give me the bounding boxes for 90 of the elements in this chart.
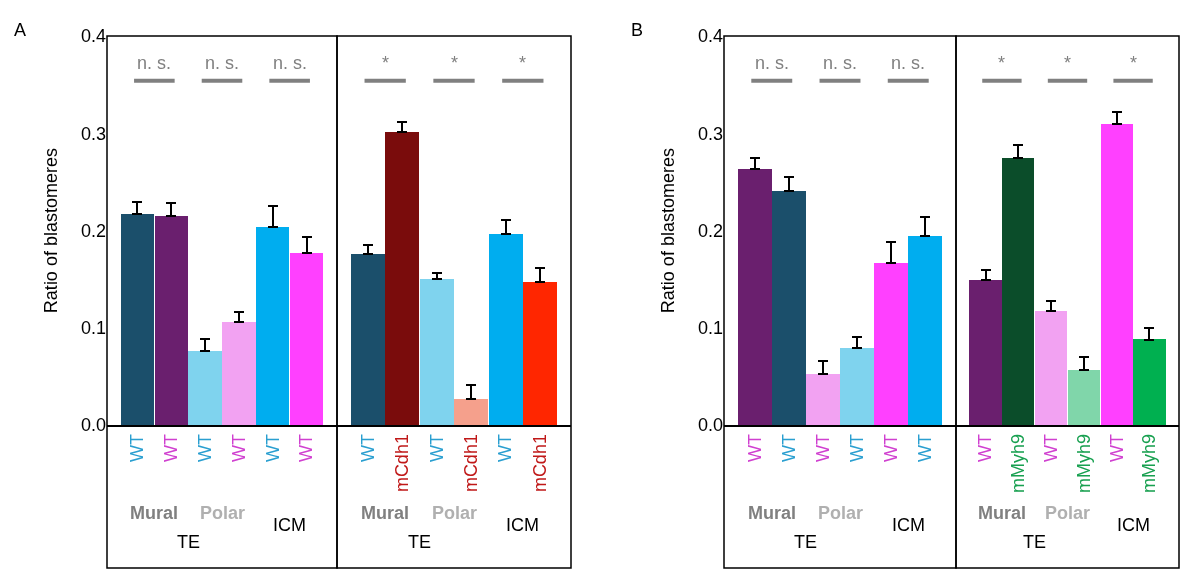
- bar: [121, 214, 154, 426]
- x-tick-label: mMyh9: [1073, 434, 1094, 494]
- annotation: n. s.: [273, 53, 308, 73]
- bar: [454, 399, 488, 426]
- x-tick-label: WT: [127, 434, 148, 463]
- y-tick-label: 0.4: [697, 26, 723, 47]
- text: ICM: [273, 515, 306, 535]
- annotation: *: [998, 53, 1006, 73]
- x-tick-label: WT: [426, 434, 447, 463]
- annotation: *: [1064, 53, 1072, 73]
- annotation: n. s.: [205, 53, 240, 73]
- x-tick-label: WT: [1040, 434, 1061, 463]
- x-tick-label: WT: [881, 434, 902, 463]
- y-tick-label: 0.0: [697, 415, 723, 436]
- annotation: n. s.: [891, 53, 926, 73]
- y-tick-label: 0.1: [697, 318, 723, 339]
- y-axis-title: Ratio of blastomeres: [658, 148, 679, 314]
- text: Mural: [361, 503, 410, 523]
- bar: [523, 282, 557, 426]
- y-tick-label: 0.3: [697, 123, 723, 144]
- y-tick-label: 0.2: [697, 220, 723, 241]
- x-tick-label: mCdh1: [392, 434, 413, 493]
- bar: [738, 169, 772, 426]
- annotation: n. s.: [137, 53, 172, 73]
- bar: [489, 234, 523, 426]
- bar: [385, 132, 419, 426]
- y-axis-title: Ratio of blastomeres: [41, 148, 62, 314]
- text: Mural: [748, 503, 797, 523]
- bar: [908, 236, 942, 426]
- text: Polar: [818, 503, 864, 523]
- annotation: *: [451, 53, 459, 73]
- bar: [840, 348, 874, 426]
- bar: [874, 263, 908, 426]
- x-tick-label: WT: [1106, 434, 1127, 463]
- bar: [155, 216, 188, 426]
- text: Mural: [130, 503, 179, 523]
- text: Polar: [200, 503, 246, 523]
- bar: [1002, 158, 1034, 426]
- x-tick-label: WT: [495, 434, 516, 463]
- text: TE: [177, 532, 201, 552]
- x-tick-label: WT: [778, 434, 799, 463]
- x-tick-label: WT: [228, 434, 249, 463]
- text: TE: [794, 532, 818, 552]
- y-tick-label: 0.0: [80, 415, 106, 436]
- bar: [969, 280, 1002, 426]
- x-tick-label: WT: [296, 434, 317, 463]
- annotation: *: [1130, 53, 1138, 73]
- annotation: n. s.: [823, 53, 858, 73]
- text: ICM: [1117, 515, 1150, 535]
- bar: [1035, 311, 1067, 426]
- x-tick-label: mMyh9: [1008, 434, 1029, 494]
- bar: [806, 374, 840, 426]
- x-tick-label: WT: [262, 434, 283, 463]
- x-tick-label: WT: [812, 434, 833, 463]
- y-tick-label: 0.1: [80, 318, 106, 339]
- text: ICM: [506, 515, 539, 535]
- text: ICM: [892, 515, 925, 535]
- annotation: *: [519, 53, 527, 73]
- x-tick-label: WT: [846, 434, 867, 463]
- chart-title: B: [631, 20, 644, 40]
- bar: [290, 253, 323, 426]
- annotation: *: [382, 53, 390, 73]
- chart-title: A: [14, 20, 27, 40]
- x-tick-label: WT: [357, 434, 378, 463]
- text: Polar: [432, 503, 478, 523]
- bar: [1101, 124, 1133, 426]
- text: TE: [408, 532, 432, 552]
- x-tick-label: mCdh1: [461, 434, 482, 493]
- bar: [420, 279, 454, 426]
- bar: [351, 254, 385, 426]
- bar: [1133, 339, 1166, 426]
- text: TE: [1023, 532, 1047, 552]
- x-tick-label: mMyh9: [1139, 434, 1160, 494]
- text: Polar: [1045, 503, 1091, 523]
- y-tick-label: 0.2: [80, 220, 106, 241]
- bar: [256, 227, 289, 426]
- x-tick-label: WT: [194, 434, 215, 463]
- bar: [1068, 370, 1100, 426]
- x-tick-label: WT: [975, 434, 996, 463]
- bar: [772, 191, 806, 426]
- y-tick-label: 0.3: [80, 123, 106, 144]
- text: Mural: [978, 503, 1027, 523]
- x-tick-label: mCdh1: [529, 434, 550, 493]
- y-tick-label: 0.4: [80, 26, 106, 47]
- annotation: n. s.: [755, 53, 790, 73]
- x-tick-label: WT: [161, 434, 182, 463]
- x-tick-label: WT: [744, 434, 765, 463]
- bar: [188, 351, 222, 426]
- bar: [222, 322, 256, 426]
- x-tick-label: WT: [915, 434, 936, 463]
